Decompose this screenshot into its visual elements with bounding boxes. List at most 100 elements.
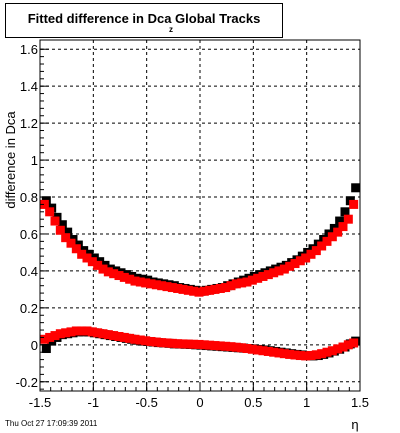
y-tick-label: 1.2	[20, 116, 38, 131]
data-point	[63, 227, 73, 237]
data-point	[125, 333, 135, 343]
y-axis-label: difference in Dca	[3, 111, 18, 209]
data-point	[242, 344, 252, 354]
data-point	[57, 220, 67, 230]
data-point	[146, 279, 156, 289]
y-tick-label: 0.8	[20, 190, 38, 205]
data-point	[247, 344, 257, 354]
y-tick-label: 1.4	[20, 79, 38, 94]
data-point	[231, 279, 241, 289]
data-point	[343, 340, 353, 350]
data-point	[135, 277, 145, 287]
data-point	[258, 346, 268, 356]
chart-title-subscript: z	[169, 25, 173, 34]
data-point	[194, 287, 204, 297]
data-point	[317, 241, 327, 251]
data-point	[82, 326, 92, 336]
data-point	[119, 272, 129, 282]
data-point	[146, 336, 156, 346]
x-tick-label: 0	[196, 395, 203, 410]
data-point	[295, 256, 305, 266]
data-point	[151, 337, 161, 347]
x-tick-labels: -1.5 -1 -0.5 0 0.5 1 1.5	[29, 395, 369, 410]
data-point	[263, 346, 273, 356]
data-point	[66, 238, 76, 248]
y-tick-label: 0.6	[20, 227, 38, 242]
data-point	[210, 284, 220, 294]
data-point	[263, 270, 273, 280]
y-tick-label: -0.2	[16, 375, 38, 390]
data-point	[162, 338, 172, 348]
data-point	[221, 341, 231, 351]
data-point	[87, 327, 97, 337]
data-point	[340, 207, 350, 217]
data-point	[231, 342, 241, 352]
data-point	[98, 264, 108, 274]
data-point	[50, 331, 60, 341]
data-point	[285, 349, 295, 359]
data-point	[247, 275, 257, 285]
data-point	[189, 286, 199, 296]
data-point	[61, 328, 71, 338]
data-point	[226, 281, 236, 291]
data-point	[130, 276, 140, 286]
data-point	[183, 285, 193, 295]
data-point	[269, 347, 279, 357]
data-point	[301, 253, 311, 263]
data-point	[327, 346, 337, 356]
data-point	[322, 236, 332, 246]
data-point	[50, 216, 60, 226]
data-point	[311, 350, 321, 360]
data-point	[189, 339, 199, 349]
y-tick-label: 0.2	[20, 301, 38, 316]
x-tick-label: -0.5	[135, 395, 157, 410]
data-point	[130, 334, 140, 344]
data-markers	[39, 183, 361, 361]
y-tick-labels: -0.2 0 0.2 0.4 0.6 0.8 1 1.2 1.4 1.6	[16, 42, 38, 390]
data-point	[141, 278, 151, 288]
data-point	[151, 280, 161, 290]
data-point	[109, 331, 119, 341]
data-point	[173, 283, 183, 293]
data-point	[285, 261, 295, 271]
data-point	[98, 329, 108, 339]
data-point	[93, 260, 103, 270]
data-point	[178, 339, 188, 349]
data-point	[205, 340, 215, 350]
y-tick-label: 0	[31, 338, 38, 353]
title-box: Fitted difference in Dca Global Tracks z	[5, 3, 283, 38]
chart-title: Fitted difference in Dca Global Tracks	[27, 11, 261, 26]
data-point	[317, 349, 327, 359]
data-point	[119, 332, 129, 342]
data-point	[41, 344, 51, 354]
data-point	[71, 326, 81, 336]
data-point	[242, 277, 252, 287]
data-point	[253, 273, 263, 283]
data-point	[167, 338, 177, 348]
data-point	[290, 259, 300, 269]
data-point	[157, 281, 167, 291]
data-point	[183, 339, 193, 349]
data-point	[77, 249, 87, 259]
data-point	[349, 338, 359, 348]
data-point	[351, 183, 361, 193]
data-point	[45, 332, 55, 342]
data-point	[39, 334, 49, 344]
data-point	[301, 351, 311, 361]
data-point	[215, 341, 225, 351]
x-tick-label: 1.5	[351, 395, 369, 410]
data-point	[87, 257, 97, 267]
data-point	[295, 351, 305, 361]
x-tick-label: -1.5	[29, 395, 51, 410]
data-point	[199, 286, 209, 296]
data-point	[322, 347, 332, 357]
grid-lines	[40, 40, 360, 391]
x-tick-label: -1	[88, 395, 100, 410]
data-point	[253, 345, 263, 355]
data-point	[61, 233, 71, 243]
data-point	[157, 338, 167, 348]
y-tick-label: 0.4	[20, 264, 38, 279]
data-point	[210, 341, 220, 351]
data-point	[77, 326, 87, 336]
